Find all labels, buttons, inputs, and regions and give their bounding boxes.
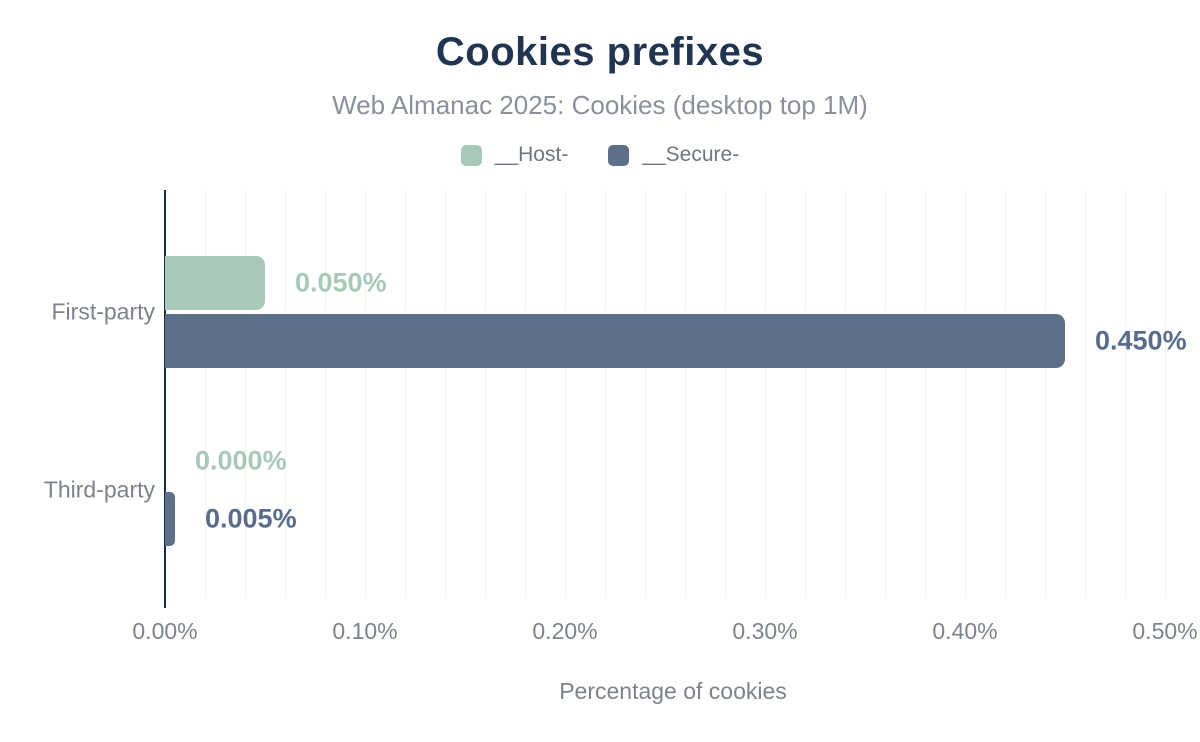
legend: __Host- __Secure- bbox=[0, 143, 1200, 167]
chart-title: Cookies prefixes bbox=[435, 30, 765, 74]
x-tick-050: 0.50% bbox=[1132, 618, 1198, 644]
x-tick-020: 0.20% bbox=[532, 618, 598, 644]
legend-label-host: __Host- bbox=[494, 143, 569, 166]
bar-first-party-secure[interactable] bbox=[165, 314, 1065, 368]
x-axis-title: Percentage of cookies bbox=[559, 678, 787, 704]
plot-area: 0.050% 0.450% 0.000% 0.005% bbox=[164, 190, 1187, 608]
category-label-third-party: Third-party bbox=[43, 476, 155, 503]
legend-swatch-secure-icon bbox=[608, 144, 630, 166]
x-tick-030: 0.30% bbox=[732, 618, 798, 644]
legend-item-host[interactable]: __Host- bbox=[460, 143, 569, 167]
x-tick-000: 0.00% bbox=[132, 618, 198, 644]
x-tick-010: 0.10% bbox=[332, 618, 398, 644]
bar-first-party-host[interactable] bbox=[165, 256, 265, 310]
legend-swatch-host-icon bbox=[460, 144, 482, 166]
y-axis-labels: First-party Third-party bbox=[0, 190, 155, 608]
value-label-third-party-secure: 0.005% bbox=[205, 503, 297, 534]
legend-item-secure[interactable]: __Secure- bbox=[608, 143, 739, 167]
bar-third-party-secure[interactable] bbox=[165, 492, 175, 546]
chart-subtitle: Web Almanac 2025: Cookies (desktop top 1… bbox=[332, 90, 868, 120]
legend-label-secure: __Secure- bbox=[642, 143, 740, 166]
x-tick-040: 0.40% bbox=[932, 618, 998, 644]
value-label-first-party-secure: 0.450% bbox=[1095, 325, 1187, 356]
gridlines bbox=[165, 190, 1181, 597]
value-label-third-party-host: 0.000% bbox=[195, 445, 287, 476]
x-axis-ticks: 0.00% 0.10% 0.20% 0.30% 0.40% 0.50% bbox=[132, 618, 1197, 648]
value-label-first-party-host: 0.050% bbox=[295, 267, 387, 298]
y-axis-line bbox=[164, 190, 166, 608]
category-label-first-party: First-party bbox=[51, 298, 156, 325]
